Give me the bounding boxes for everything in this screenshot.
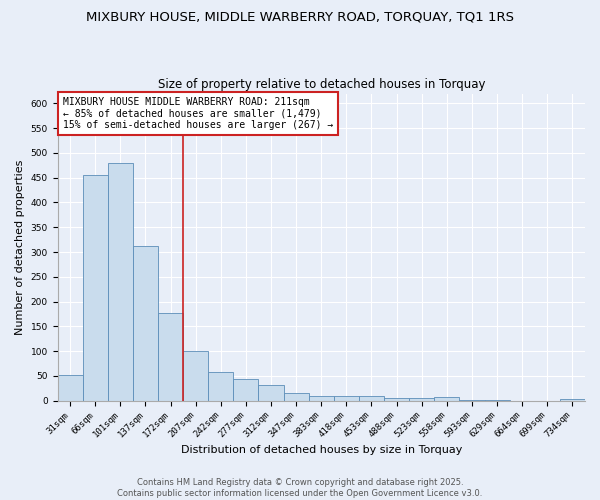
Bar bbox=[359, 396, 384, 400]
Bar bbox=[560, 398, 585, 400]
Bar bbox=[208, 372, 233, 400]
Bar bbox=[233, 380, 259, 400]
Bar bbox=[309, 396, 334, 400]
Bar bbox=[259, 384, 284, 400]
Bar bbox=[409, 398, 434, 400]
X-axis label: Distribution of detached houses by size in Torquay: Distribution of detached houses by size … bbox=[181, 445, 462, 455]
Text: MIXBURY HOUSE MIDDLE WARBERRY ROAD: 211sqm
← 85% of detached houses are smaller : MIXBURY HOUSE MIDDLE WARBERRY ROAD: 211s… bbox=[63, 96, 333, 130]
Bar bbox=[384, 398, 409, 400]
Bar bbox=[158, 314, 183, 400]
Bar bbox=[434, 397, 460, 400]
Y-axis label: Number of detached properties: Number of detached properties bbox=[15, 160, 25, 334]
Bar bbox=[83, 176, 108, 400]
Bar bbox=[108, 163, 133, 400]
Bar bbox=[284, 392, 309, 400]
Title: Size of property relative to detached houses in Torquay: Size of property relative to detached ho… bbox=[158, 78, 485, 91]
Bar bbox=[183, 350, 208, 401]
Bar bbox=[133, 246, 158, 400]
Text: Contains HM Land Registry data © Crown copyright and database right 2025.
Contai: Contains HM Land Registry data © Crown c… bbox=[118, 478, 482, 498]
Bar bbox=[334, 396, 359, 400]
Bar bbox=[58, 375, 83, 400]
Text: MIXBURY HOUSE, MIDDLE WARBERRY ROAD, TORQUAY, TQ1 1RS: MIXBURY HOUSE, MIDDLE WARBERRY ROAD, TOR… bbox=[86, 10, 514, 23]
